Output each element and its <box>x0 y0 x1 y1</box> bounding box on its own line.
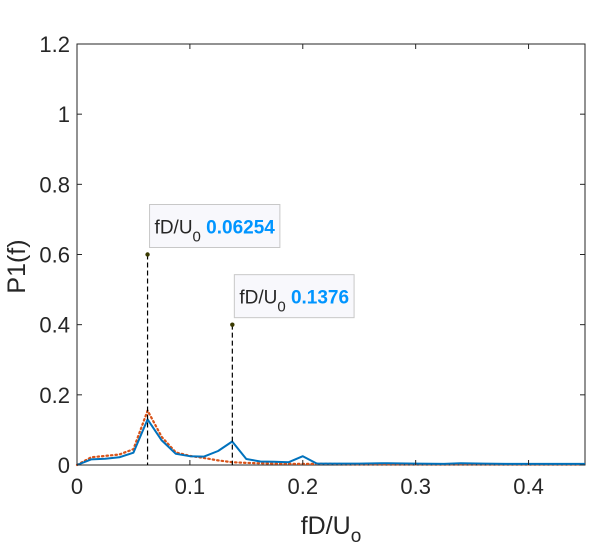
x-axis-title-main: fD/U <box>301 512 351 540</box>
datatip-text: fD/U0 0.1376 <box>239 288 349 316</box>
y-tick-label: 0.2 <box>39 383 70 408</box>
datatip-label-subscript: 0 <box>277 299 285 316</box>
datatip-marker <box>230 322 235 327</box>
y-axis-title: P1(f) <box>3 239 31 293</box>
datatip-background <box>149 204 281 248</box>
datatip-box: fD/U0 0.1376 <box>233 274 355 319</box>
x-tick-label: 0.1 <box>175 474 206 499</box>
datatip-background <box>233 274 355 319</box>
y-tick-label: 1.2 <box>39 32 70 57</box>
series-line-1 <box>76 418 585 466</box>
x-axis-title-subscript: o <box>351 526 362 547</box>
y-tick-label: 0.8 <box>39 172 70 197</box>
datatip-value: 0.1376 <box>286 288 349 309</box>
datatip-marker <box>145 252 150 257</box>
plot-area <box>76 43 586 466</box>
y-tick-label: 0 <box>58 453 70 478</box>
x-tick-label: 0.3 <box>400 474 431 499</box>
y-axis: 0 0.2 0.4 0.6 0.8 1 1.2 <box>39 32 585 478</box>
series-line-2 <box>75 409 587 467</box>
series-layer <box>75 409 587 467</box>
datatip-label-subscript: 0 <box>193 229 201 246</box>
y-tick-label: 1 <box>58 102 70 127</box>
datatip-label: fD/U <box>155 218 193 239</box>
datatip-label: fD/U <box>239 288 277 309</box>
x-tick-label: 0.2 <box>287 474 318 499</box>
x-axis: 0 0.1 0.2 0.3 0.4 <box>71 44 544 499</box>
x-tick-label: 0 <box>71 474 83 499</box>
plot-frame <box>76 43 586 466</box>
x-tick-label: 0.4 <box>513 474 544 499</box>
y-tick-label: 0.4 <box>39 313 70 338</box>
datatip-text: fD/U0 0.06254 <box>155 218 276 246</box>
datatip-box: fD/U0 0.06254 <box>149 204 281 248</box>
y-tick-label: 0.6 <box>39 243 70 268</box>
datatip-value: 0.06254 <box>201 218 275 239</box>
x-axis-title: fD/Uo <box>301 512 362 547</box>
